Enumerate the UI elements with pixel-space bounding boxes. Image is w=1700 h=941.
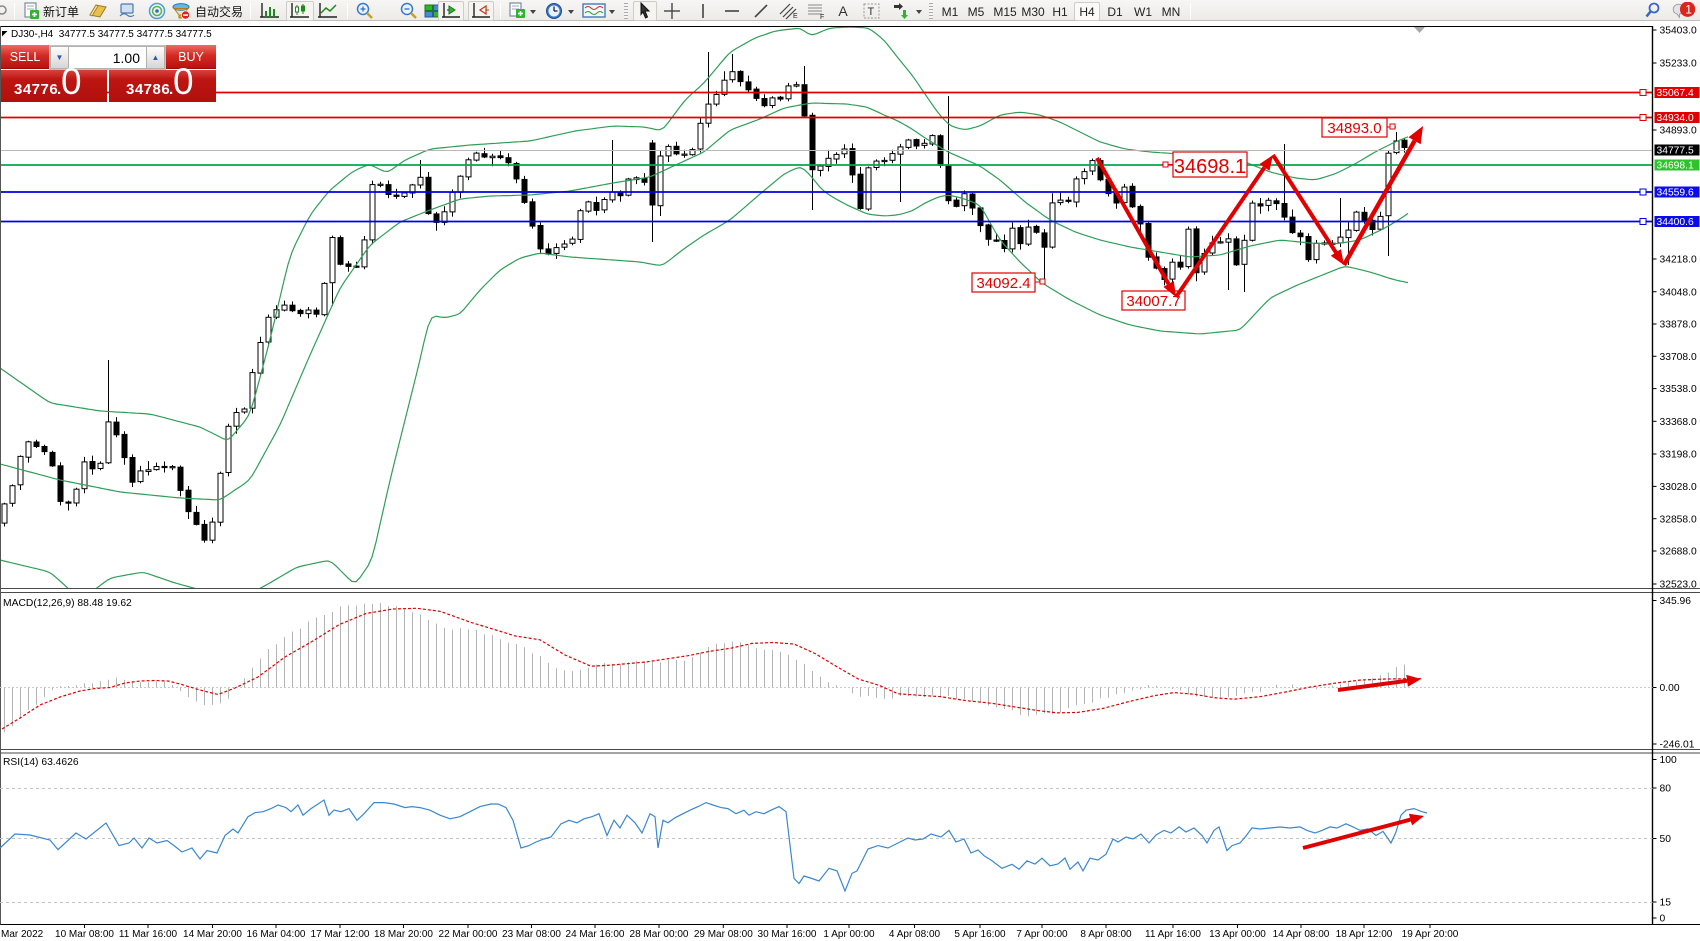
svg-text:24 Mar 16:00: 24 Mar 16:00 xyxy=(566,929,625,940)
svg-text:32523.0: 32523.0 xyxy=(1660,580,1697,591)
svg-text:34092.4: 34092.4 xyxy=(976,275,1030,292)
svg-text:34893.0: 34893.0 xyxy=(1660,126,1697,137)
svg-text:11 Apr 16:00: 11 Apr 16:00 xyxy=(1145,929,1201,940)
svg-text:-246.01: -246.01 xyxy=(1660,740,1695,751)
svg-text:18 Mar 20:00: 18 Mar 20:00 xyxy=(374,929,433,940)
svg-text:T: T xyxy=(868,6,875,18)
svg-text:F: F xyxy=(820,14,824,20)
svg-text:34559.6: 34559.6 xyxy=(1657,188,1694,199)
svg-text:34048.0: 34048.0 xyxy=(1660,287,1697,298)
svg-text:35067.4: 35067.4 xyxy=(1657,88,1694,99)
svg-text:33878.0: 33878.0 xyxy=(1660,320,1697,331)
svg-text:DJ30-,H4 34777.5 34777.5 3477: DJ30-,H4 34777.5 34777.5 34777.5 34777.5 xyxy=(11,29,212,40)
svg-text:34698.1: 34698.1 xyxy=(1657,161,1694,172)
svg-text:11 Mar 16:00: 11 Mar 16:00 xyxy=(119,929,178,940)
svg-text:34934.0: 34934.0 xyxy=(1657,113,1694,124)
svg-text:33368.0: 33368.0 xyxy=(1660,417,1697,428)
svg-text:RSI(14) 63.4626: RSI(14) 63.4626 xyxy=(3,757,79,768)
svg-text:7 Apr 00:00: 7 Apr 00:00 xyxy=(1016,929,1068,940)
svg-text:33708.0: 33708.0 xyxy=(1660,352,1697,363)
svg-text:35233.0: 35233.0 xyxy=(1660,59,1697,70)
svg-text:8 Apr 08:00: 8 Apr 08:00 xyxy=(1080,929,1132,940)
svg-text:14 Mar 20:00: 14 Mar 20:00 xyxy=(183,929,242,940)
svg-text:33538.0: 33538.0 xyxy=(1660,384,1697,395)
svg-text:29 Mar 08:00: 29 Mar 08:00 xyxy=(694,929,753,940)
svg-text:32858.0: 32858.0 xyxy=(1660,514,1697,525)
svg-text:0.00: 0.00 xyxy=(1660,683,1680,694)
svg-text:14 Apr 08:00: 14 Apr 08:00 xyxy=(1273,929,1330,940)
svg-text:10 Mar 08:00: 10 Mar 08:00 xyxy=(55,929,114,940)
svg-text:1 Apr 00:00: 1 Apr 00:00 xyxy=(823,929,875,940)
svg-text:18 Apr 12:00: 18 Apr 12:00 xyxy=(1336,929,1393,940)
svg-text:34400.6: 34400.6 xyxy=(1657,217,1694,228)
svg-text:0: 0 xyxy=(1660,914,1666,925)
svg-text:28 Mar 00:00: 28 Mar 00:00 xyxy=(630,929,689,940)
svg-text:35403.0: 35403.0 xyxy=(1660,26,1697,37)
svg-text:33028.0: 33028.0 xyxy=(1660,482,1697,493)
svg-text:15: 15 xyxy=(1660,898,1672,909)
svg-text:100: 100 xyxy=(1660,755,1677,766)
svg-text:Mar 2022: Mar 2022 xyxy=(1,929,44,940)
svg-text:19 Apr 20:00: 19 Apr 20:00 xyxy=(1402,929,1459,940)
svg-text:33198.0: 33198.0 xyxy=(1660,450,1697,461)
svg-text:34218.0: 34218.0 xyxy=(1660,255,1697,266)
svg-text:345.96: 345.96 xyxy=(1660,596,1692,607)
svg-text:32688.0: 32688.0 xyxy=(1660,547,1697,558)
svg-text:4 Apr 08:00: 4 Apr 08:00 xyxy=(889,929,941,940)
svg-text:34698.1: 34698.1 xyxy=(1174,156,1246,178)
svg-text:80: 80 xyxy=(1660,784,1672,795)
svg-text:1: 1 xyxy=(1685,3,1692,16)
svg-text:23 Mar 08:00: 23 Mar 08:00 xyxy=(502,929,561,940)
svg-text:E: E xyxy=(793,13,798,20)
svg-text:5 Apr 16:00: 5 Apr 16:00 xyxy=(954,929,1006,940)
svg-text:50: 50 xyxy=(1660,834,1672,845)
svg-text:17 Mar 12:00: 17 Mar 12:00 xyxy=(311,929,370,940)
svg-text:MACD(12,26,9) 88.48 19.62: MACD(12,26,9) 88.48 19.62 xyxy=(3,598,132,609)
svg-text:22 Mar 00:00: 22 Mar 00:00 xyxy=(439,929,498,940)
svg-text:13 Apr 00:00: 13 Apr 00:00 xyxy=(1209,929,1266,940)
svg-text:34893.0: 34893.0 xyxy=(1327,120,1381,137)
svg-text:16 Mar 04:00: 16 Mar 04:00 xyxy=(247,929,306,940)
svg-text:34777.5: 34777.5 xyxy=(1657,146,1694,157)
svg-text:34007.7: 34007.7 xyxy=(1126,293,1180,310)
svg-text:30 Mar 16:00: 30 Mar 16:00 xyxy=(758,929,817,940)
